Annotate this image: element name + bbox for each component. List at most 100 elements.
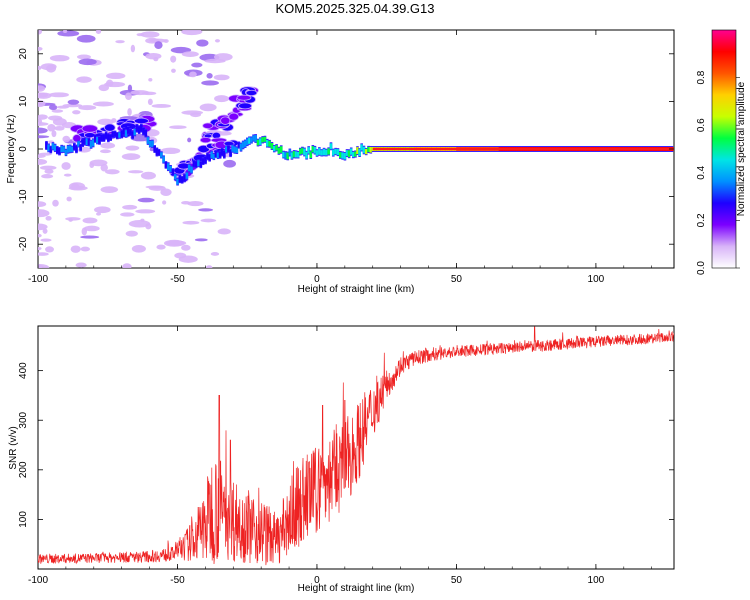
noise-blob xyxy=(51,130,57,138)
trace-cell xyxy=(345,150,349,156)
noise-blob xyxy=(51,109,64,113)
noise-blob xyxy=(39,165,57,171)
noise-blob xyxy=(78,105,97,111)
colorbar-tick-label: 0.4 xyxy=(696,165,707,179)
x-tick-label: -100 xyxy=(28,575,48,586)
trace-cell xyxy=(237,142,241,148)
noise-blob xyxy=(49,92,69,98)
noise-blob xyxy=(205,265,213,268)
colorbar: 0.0 0.2 0.4 0.6 0.8 Normalized spectral ampl… xyxy=(696,29,747,275)
trace-cell xyxy=(212,154,216,160)
noise-blob xyxy=(140,171,156,180)
trace-cell xyxy=(279,146,283,153)
trace-cell xyxy=(190,166,193,173)
noise-blob xyxy=(38,246,42,251)
noise-blob xyxy=(97,118,114,126)
trace-cell xyxy=(322,148,326,156)
branch-blob xyxy=(202,122,214,129)
trace-cell xyxy=(109,134,112,140)
noise-blob xyxy=(38,100,46,108)
snr-panel: -100 -50 0 50 100 100 200 300 400 Height of str… xyxy=(8,325,675,594)
trace-cell xyxy=(327,148,330,155)
noise-blob xyxy=(66,196,72,202)
noise-blob xyxy=(111,118,117,123)
trace-cell xyxy=(164,162,168,168)
noise-blob xyxy=(125,230,138,237)
noise-blob xyxy=(70,245,81,253)
snr-y-axis-title: SNR (v/v) xyxy=(8,426,19,469)
noise-blob xyxy=(45,215,52,221)
noise-blob xyxy=(38,46,43,51)
noise-blob xyxy=(80,235,100,239)
trace-cell xyxy=(241,141,245,149)
trace-cell xyxy=(275,145,278,151)
noise-blob xyxy=(38,158,48,165)
noise-blob xyxy=(182,220,200,225)
trace-cell xyxy=(93,135,97,142)
x-tick-label: 50 xyxy=(451,575,463,586)
trace-cell xyxy=(320,150,323,156)
noise-blob xyxy=(200,218,217,223)
noise-blob xyxy=(181,200,191,205)
trace-cell xyxy=(250,137,253,143)
trace-cell xyxy=(68,145,72,153)
x-tick-label: 50 xyxy=(451,274,463,285)
x-tick-label: 100 xyxy=(588,575,605,586)
noise-blob xyxy=(145,185,165,189)
noise-blob xyxy=(47,124,56,132)
noise-blob xyxy=(115,40,125,44)
trace-cell xyxy=(347,150,351,158)
noise-blob xyxy=(38,92,52,99)
trace-cell xyxy=(272,145,276,152)
colorbar-tick-label: 0.6 xyxy=(696,118,707,132)
noise-blob xyxy=(127,84,133,92)
trace-cell xyxy=(208,154,211,161)
noise-blob xyxy=(125,92,132,100)
noise-blob xyxy=(154,41,163,50)
noise-blob xyxy=(181,110,203,115)
trace-cell xyxy=(307,147,310,154)
y-tick-label: 400 xyxy=(18,362,29,379)
noise-blob xyxy=(48,104,58,111)
noise-blob xyxy=(169,125,187,130)
trace-cell xyxy=(129,129,132,135)
noise-blob xyxy=(38,122,49,126)
noise-blob xyxy=(78,58,97,66)
chart-title: KOM5.2025.325.04.39.G13 xyxy=(275,1,434,16)
noise-blob xyxy=(127,108,132,116)
trace-cell xyxy=(180,176,184,183)
noise-blob xyxy=(71,182,79,190)
trace-cell xyxy=(148,140,152,147)
trace-cell xyxy=(83,138,87,145)
y-tick-label: 10 xyxy=(18,95,29,107)
noise-blob xyxy=(67,99,80,105)
branch-blob xyxy=(72,134,82,143)
noise-blob xyxy=(162,200,167,205)
noise-blob xyxy=(49,55,70,62)
noise-blob xyxy=(122,204,138,210)
trace-cell xyxy=(261,137,264,143)
trace-cell xyxy=(144,129,148,137)
noise-blob xyxy=(147,98,153,106)
colorbar-tick-label: 0.0 xyxy=(696,261,707,275)
trace-cell xyxy=(263,136,267,142)
trace-cell xyxy=(113,131,117,137)
snr-series-line xyxy=(38,326,674,566)
trace-cell xyxy=(100,134,103,141)
x-tick-label: 100 xyxy=(588,274,605,285)
trace-cell xyxy=(171,169,175,176)
trace-cell xyxy=(45,141,48,149)
trace-cell xyxy=(197,160,200,167)
trace-cell xyxy=(173,174,177,180)
trace-cell xyxy=(118,132,121,138)
trace-cell xyxy=(124,130,128,137)
trace-cell xyxy=(233,146,237,153)
trace-cell xyxy=(218,151,222,158)
noise-blob xyxy=(210,252,220,256)
trace-cell xyxy=(64,149,68,156)
trace-cell xyxy=(282,151,285,158)
noise-blob xyxy=(171,68,176,73)
noise-blob xyxy=(160,147,181,155)
noise-blob xyxy=(98,84,110,92)
colorbar-gradient xyxy=(711,29,737,269)
